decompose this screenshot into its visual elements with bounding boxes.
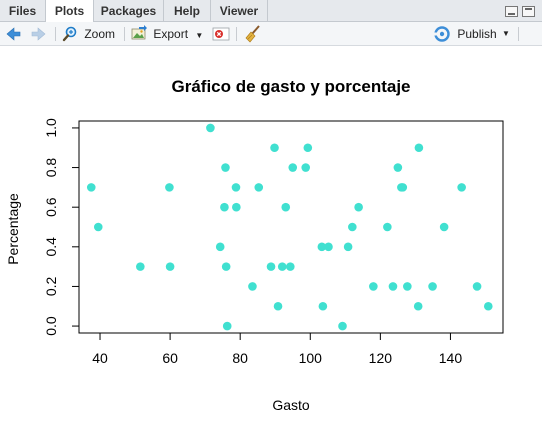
publish-label: Publish [457, 27, 497, 41]
tab-files[interactable]: Files [0, 0, 46, 22]
x-tick-label: 120 [369, 350, 393, 366]
publish-icon [434, 26, 450, 42]
scatter-point [428, 282, 437, 291]
scatter-point [338, 321, 347, 331]
x-tick-label: 100 [299, 350, 323, 366]
chevron-down-icon: ▼ [195, 31, 204, 40]
data-points [86, 123, 493, 331]
scatter-point [414, 143, 424, 153]
scatter-point [318, 301, 328, 311]
toolbar-separator [518, 27, 519, 41]
scatter-point [439, 222, 449, 232]
scatter-point [248, 282, 257, 291]
scatter-point [457, 183, 466, 192]
forward-arrow-icon[interactable] [31, 22, 47, 46]
scatter-point [317, 242, 327, 252]
scatter-point [136, 262, 145, 271]
scatter-point [288, 163, 298, 172]
scatter-point [231, 183, 241, 192]
x-tick-label: 40 [92, 350, 108, 366]
plot-frame [78, 120, 504, 334]
back-arrow-icon[interactable] [5, 22, 21, 46]
tab-plots[interactable]: Plots [46, 0, 94, 23]
scatter-point [206, 123, 215, 133]
y-tick-label: 0.6 [43, 197, 59, 217]
tab-packages[interactable]: Packages [94, 0, 164, 22]
scatter-point [472, 282, 482, 291]
scatter-point [369, 282, 378, 291]
x-tick-label: 60 [162, 350, 178, 366]
scatter-point [221, 163, 230, 172]
y-axis: 0.0 0.2 0.4 0.6 0.8 1.0 [43, 118, 80, 336]
scatter-point [215, 242, 225, 252]
scatter-point [403, 282, 412, 291]
scatter-point [270, 143, 279, 153]
scatter-point [220, 202, 229, 212]
toolbar-separator [55, 27, 56, 41]
maximize-pane-icon[interactable] [522, 6, 535, 17]
scatter-point [221, 262, 231, 271]
scatter-point [277, 262, 287, 271]
y-tick-label: 0.0 [43, 316, 59, 336]
broom-icon [245, 25, 260, 43]
scatter-point [324, 242, 333, 252]
scatter-point [165, 262, 175, 271]
scatter-point [483, 301, 493, 311]
scatter-point [93, 222, 103, 232]
scatter-point [383, 222, 392, 232]
toolbar-separator [236, 27, 237, 41]
tab-viewer[interactable]: Viewer [211, 0, 268, 22]
scatter-point [348, 222, 357, 232]
scatter-point [222, 321, 232, 331]
tab-help[interactable]: Help [164, 0, 211, 22]
y-tick-label: 1.0 [43, 118, 59, 138]
clear-all-plots-button[interactable] [244, 22, 262, 46]
scatter-point [301, 163, 311, 172]
y-tick-label: 0.2 [43, 276, 59, 296]
scatter-point [165, 183, 174, 192]
toolbar-separator [124, 27, 125, 41]
x-tick-label: 140 [439, 350, 463, 366]
x-axis: 40 60 80 100 120 140 [92, 332, 463, 366]
y-axis-label: Percentage [5, 193, 21, 265]
export-label: Export [153, 27, 189, 41]
remove-plot-icon [212, 27, 230, 41]
scatter-point [398, 183, 408, 192]
y-tick-label: 0.4 [43, 237, 59, 257]
scatter-point [86, 183, 96, 192]
y-tick-label: 0.8 [43, 158, 59, 178]
minimize-pane-icon[interactable] [505, 6, 518, 17]
scatter-point [343, 242, 353, 252]
scatter-point [273, 301, 283, 311]
scatter-point [354, 202, 363, 212]
scatter-point [388, 282, 398, 291]
scatter-point [393, 163, 403, 172]
pane-tab-bar: Files Plots Packages Help Viewer [0, 0, 542, 23]
scatter-chart: Gráfico de gasto y porcentaje Gasto Perc… [5, 77, 504, 413]
scatter-point [232, 202, 241, 212]
export-menu-button[interactable]: Export ▼ [130, 22, 203, 46]
publish-button[interactable]: Publish [433, 22, 497, 46]
x-axis-label: Gasto [272, 397, 310, 413]
scatter-point [285, 262, 295, 271]
zoom-label: Zoom [84, 27, 116, 41]
scatter-point [303, 143, 313, 153]
scatter-point [266, 262, 276, 271]
chart-title: Gráfico de gasto y porcentaje [171, 77, 410, 96]
publish-chevron-down-icon[interactable]: ▼ [502, 29, 510, 38]
scatter-point [413, 301, 423, 311]
x-tick-label: 80 [232, 350, 248, 366]
remove-plot-button[interactable] [211, 22, 231, 46]
plot-viewer: Gráfico de gasto y porcentaje Gasto Perc… [0, 46, 542, 427]
scatter-point [254, 183, 264, 192]
export-image-icon [131, 25, 147, 40]
scatter-point [281, 202, 291, 212]
zoom-magnifier-icon [62, 26, 77, 42]
plots-toolbar: Zoom Export ▼ Publis [0, 22, 542, 46]
zoom-button[interactable]: Zoom [62, 22, 115, 46]
